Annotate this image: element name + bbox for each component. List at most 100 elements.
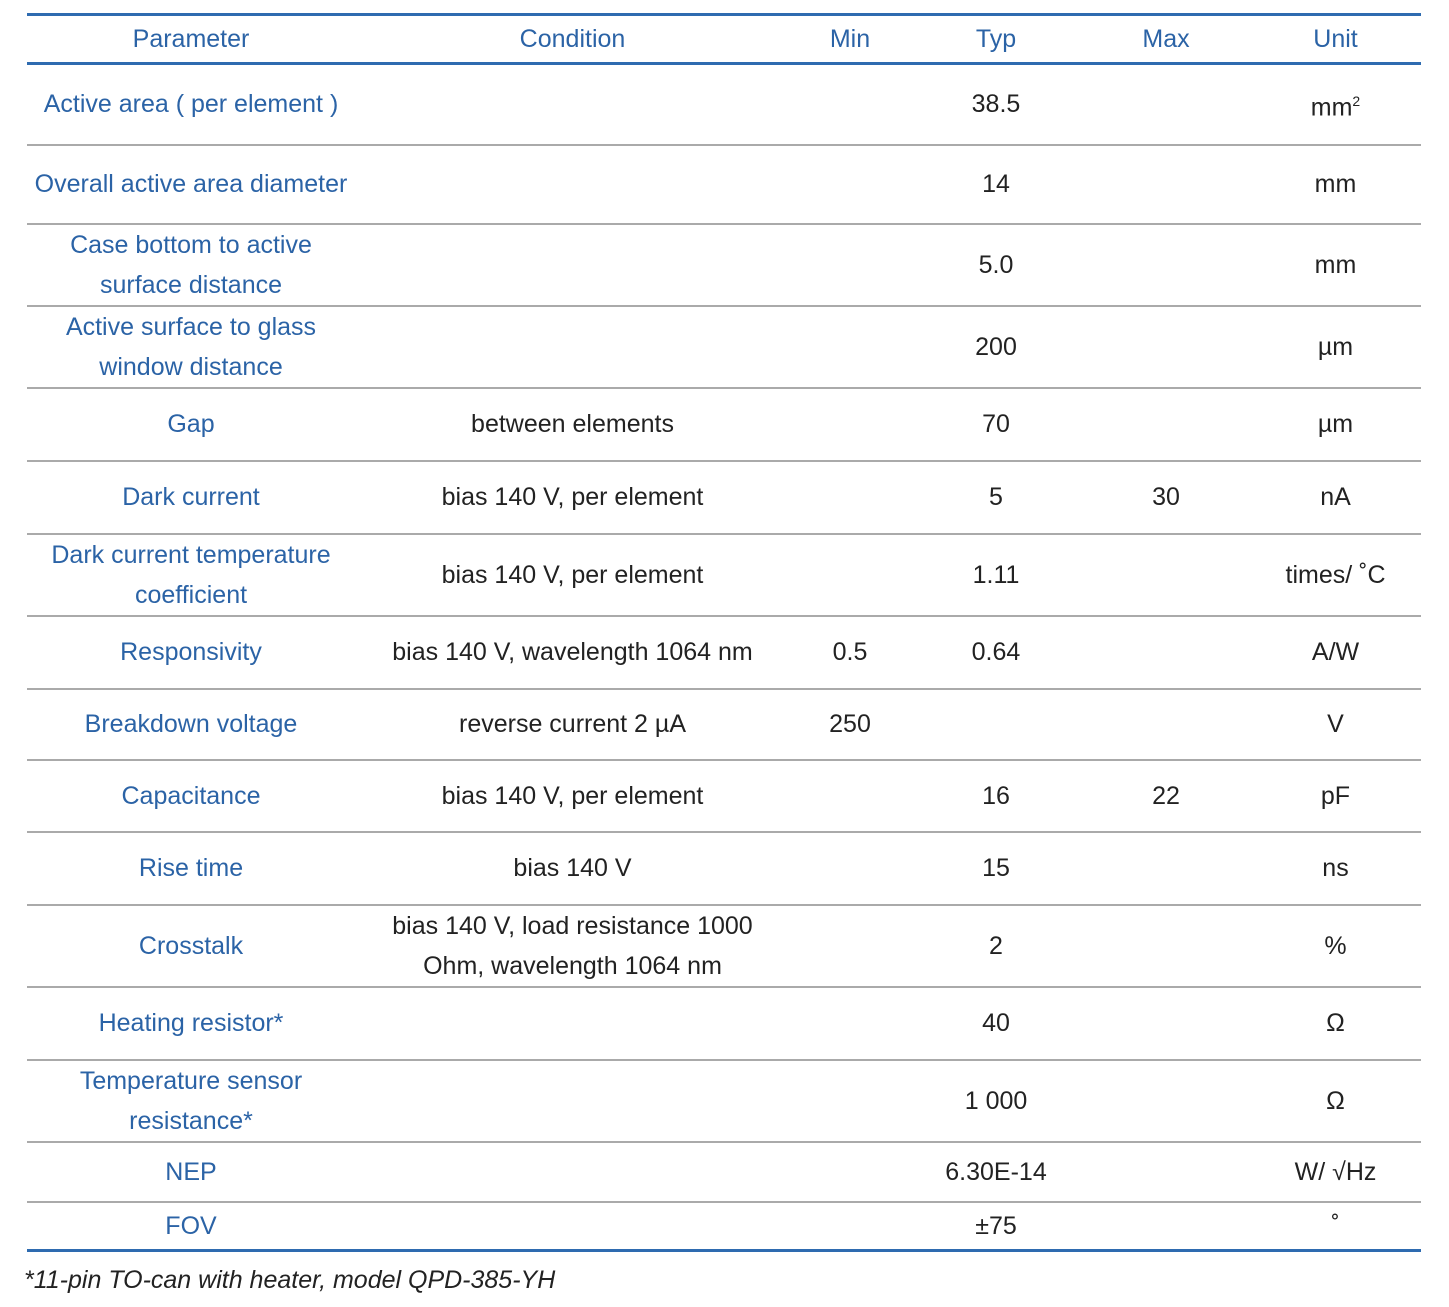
cell-condition: bias 140 V, per element [355, 533, 790, 617]
unit-text: A/W [1311, 638, 1360, 666]
cell-max: 22 [1082, 759, 1250, 833]
parameter-text: Dark current [122, 483, 260, 511]
cell-unit: µm [1250, 305, 1421, 389]
table-row: Dark current bias 140 V, per element 5 30 nA [27, 460, 1421, 535]
footnote: *11-pin TO-can with heater, model QPD-38… [24, 1266, 556, 1294]
cell-min [790, 831, 910, 906]
table-row: NEP 6.30E-14 W/ √Hz [27, 1141, 1421, 1203]
cell-min [790, 1141, 910, 1203]
cell-condition [355, 223, 790, 307]
cell-parameter: Breakdown voltage [27, 688, 355, 761]
table-row: Overall active area diameter 14 mm [27, 144, 1421, 225]
cell-min [790, 759, 910, 833]
cell-max [1082, 1201, 1250, 1252]
unit-text: pF [1320, 781, 1351, 810]
unit-text: mm [1314, 250, 1357, 279]
parameter-text: Responsivity [120, 638, 262, 666]
parameter-text: Crosstalk [138, 931, 244, 960]
cell-parameter: Overall active area diameter [27, 144, 355, 225]
cell-condition: bias 140 V, load resistance 1000 Ohm, wa… [355, 904, 790, 988]
cell-unit: mm2 [1250, 63, 1421, 146]
cell-parameter: Capacitance [27, 759, 355, 833]
cell-min [790, 223, 910, 307]
cell-typ [910, 688, 1082, 761]
max-text: 30 [1152, 483, 1180, 511]
condition-text: bias 140 V, load resistance 1000 Ohm, wa… [392, 911, 753, 980]
parameter-text: Dark current temperature coefficient [51, 540, 331, 609]
cell-max [1082, 1141, 1250, 1203]
table-row: Breakdown voltage reverse current 2 µA 250… [27, 688, 1421, 761]
cell-min [790, 1201, 910, 1252]
table-row: Active surface to glass window distance 2… [27, 305, 1421, 389]
min-text: 250 [829, 710, 871, 738]
cell-typ: 5.0 [910, 223, 1082, 307]
typ-text: 70 [982, 410, 1010, 438]
cell-parameter: NEP [27, 1141, 355, 1203]
unit-text: nA [1320, 483, 1351, 511]
unit-text: µm [1317, 410, 1354, 438]
cell-min [790, 460, 910, 535]
cell-condition [355, 144, 790, 225]
cell-unit: % [1250, 904, 1421, 988]
cell-max [1082, 223, 1250, 307]
cell-min [790, 63, 910, 146]
unit-text: µm [1317, 332, 1354, 361]
cell-max [1082, 387, 1250, 462]
cell-parameter: Case bottom to active surface distance [27, 223, 355, 307]
parameter-text: Overall active area diameter [34, 170, 348, 198]
cell-typ: 14 [910, 144, 1082, 225]
cell-max [1082, 1059, 1250, 1143]
cell-typ: 2 [910, 904, 1082, 988]
cell-condition [355, 1059, 790, 1143]
typ-text: ±75 [975, 1211, 1017, 1240]
table-row: Responsivity bias 140 V, wavelength 1064 … [27, 615, 1421, 690]
cell-unit: times/ ˚C [1250, 533, 1421, 617]
max-text: 22 [1152, 781, 1180, 810]
unit-superscript: 2 [1352, 93, 1361, 110]
cell-condition: bias 140 V, per element [355, 460, 790, 535]
unit-text: times/ ˚C [1285, 560, 1386, 589]
cell-min: 250 [790, 688, 910, 761]
cell-condition [355, 63, 790, 146]
parameter-text: Active surface to glass window distance [65, 312, 317, 381]
cell-unit: mm [1250, 144, 1421, 225]
cell-unit: A/W [1250, 615, 1421, 690]
cell-typ: 200 [910, 305, 1082, 389]
typ-text: 1.11 [972, 560, 1020, 589]
cell-max [1082, 63, 1250, 146]
cell-unit: W/ √Hz [1250, 1141, 1421, 1203]
header-min: Min [790, 13, 910, 65]
cell-condition: between elements [355, 387, 790, 462]
cell-min [790, 986, 910, 1061]
cell-condition [355, 1201, 790, 1252]
parameter-text: Heating resistor* [98, 1009, 284, 1037]
cell-min [790, 1059, 910, 1143]
table-row: Rise time bias 140 V 15 ns [27, 831, 1421, 906]
cell-typ: 15 [910, 831, 1082, 906]
cell-condition [355, 305, 790, 389]
typ-text: 16 [982, 781, 1010, 810]
cell-typ: 38.5 [910, 63, 1082, 146]
cell-min [790, 305, 910, 389]
cell-condition [355, 1141, 790, 1203]
parameter-text: Active area ( per element ) [43, 90, 339, 119]
cell-parameter: Heating resistor* [27, 986, 355, 1061]
condition-text: bias 140 V, per element [441, 781, 704, 810]
table-row: FOV ±75 ˚ [27, 1201, 1421, 1252]
cell-unit: pF [1250, 759, 1421, 833]
cell-parameter: Temperature sensor resistance* [27, 1059, 355, 1143]
table-row: Crosstalk bias 140 V, load resistance 100… [27, 904, 1421, 988]
typ-text: 40 [982, 1009, 1010, 1037]
condition-text: between elements [471, 410, 674, 438]
parameter-text: Breakdown voltage [84, 710, 298, 738]
parameter-text: Case bottom to active surface distance [70, 230, 312, 299]
cell-parameter: Rise time [27, 831, 355, 906]
typ-text: 5 [989, 483, 1003, 511]
cell-max [1082, 904, 1250, 988]
unit-text: Ω [1326, 1009, 1345, 1037]
cell-typ: 5 [910, 460, 1082, 535]
cell-condition: bias 140 V [355, 831, 790, 906]
typ-text: 200 [975, 332, 1017, 361]
typ-text: 14 [982, 170, 1010, 198]
spec-table: Parameter Condition Min Typ Max Unit Act… [27, 13, 1421, 1252]
